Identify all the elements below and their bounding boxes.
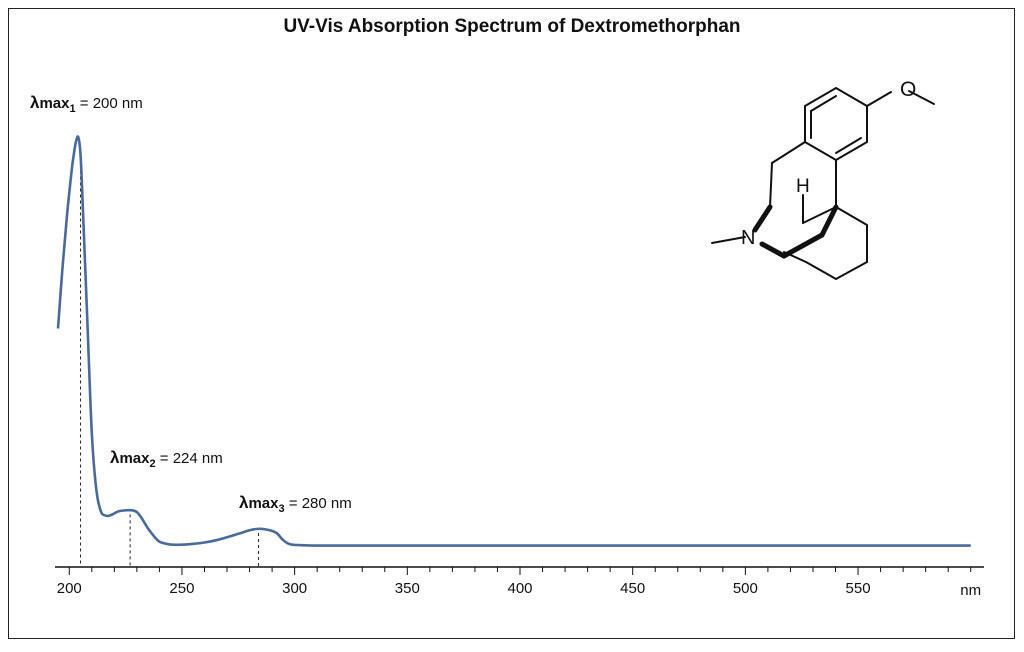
x-tick-label: 200 <box>57 580 82 597</box>
peak-guides <box>80 158 260 567</box>
n-methyl-bond <box>711 236 746 244</box>
peak-labels: λmax1 = 200 nm λmax2 = 224 nm λmax3 = 280 … <box>30 93 352 515</box>
peak-label: λmax1 = 200 nm <box>30 93 143 115</box>
series-layer <box>56 135 971 547</box>
x-tick-label: 250 <box>169 580 194 597</box>
spectrum-line <box>56 135 971 547</box>
aromatic-ring <box>804 87 868 161</box>
oxygen-atom-label: O <box>900 78 916 101</box>
peak-label: λmax3 = 280 nm <box>239 493 352 515</box>
x-axis: 200 250 300 350 400 450 500 550 nm <box>55 566 984 599</box>
x-tick-label: 400 <box>507 580 532 597</box>
molecule-structure <box>711 87 935 280</box>
nitrogen-atom-label: N <box>741 227 755 249</box>
x-tick-label: 550 <box>846 580 871 597</box>
x-tick-label: 450 <box>620 580 645 597</box>
chart-frame <box>8 8 1015 639</box>
chart-title: UV-Vis Absorption Spectrum of Dextrometh… <box>283 16 741 37</box>
peak-label: λmax2 = 224 nm <box>110 448 223 470</box>
x-tick-label: 500 <box>733 580 758 597</box>
x-tick-label: 350 <box>395 580 420 597</box>
hydrogen-atom-label: H <box>796 176 810 197</box>
x-tick-label: 300 <box>282 580 307 597</box>
x-unit-label: nm <box>960 582 981 599</box>
